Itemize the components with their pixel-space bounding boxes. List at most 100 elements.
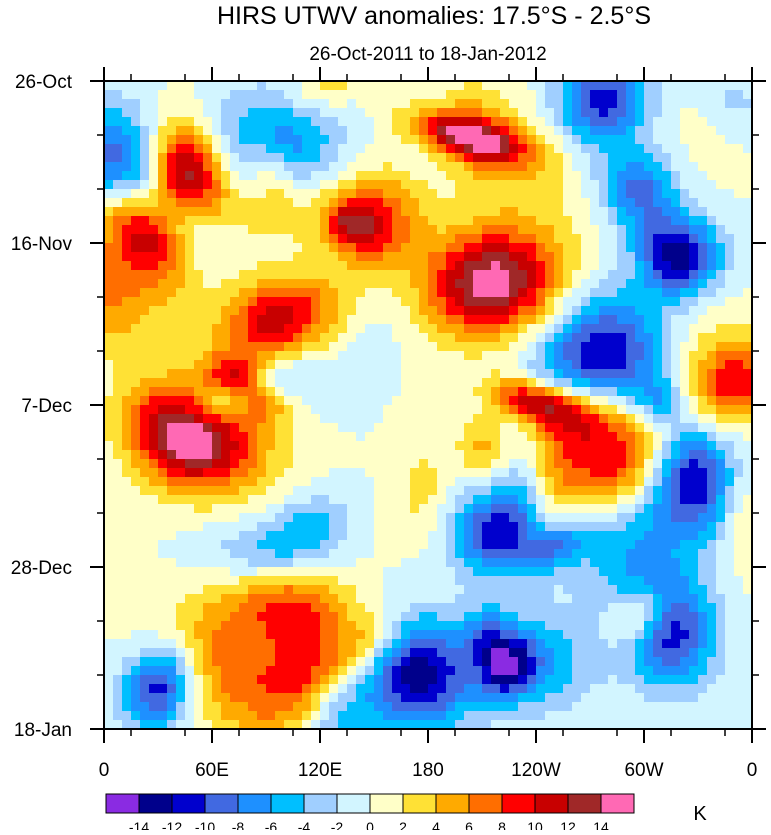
field-cell — [410, 495, 420, 505]
field-cell — [626, 567, 636, 577]
field-cell — [302, 342, 312, 352]
field-cell — [554, 378, 564, 388]
field-cell — [176, 351, 186, 361]
field-cell — [239, 162, 249, 172]
field-cell — [212, 441, 222, 451]
field-cell — [590, 225, 600, 235]
field-cell — [266, 225, 276, 235]
field-cell — [338, 693, 348, 703]
field-cell — [734, 81, 744, 91]
field-cell — [608, 198, 618, 208]
field-cell — [500, 108, 510, 118]
field-cell — [185, 108, 195, 118]
field-cell — [194, 594, 204, 604]
field-cell — [707, 657, 717, 667]
field-cell — [239, 387, 249, 397]
field-cell — [140, 405, 150, 415]
field-cell — [293, 189, 303, 199]
field-cell — [536, 504, 546, 514]
field-cell — [680, 639, 690, 649]
field-cell — [131, 198, 141, 208]
field-cell — [455, 405, 465, 415]
field-cell — [113, 531, 123, 541]
field-cell — [149, 477, 159, 487]
field-cell — [266, 207, 276, 217]
field-cell — [626, 261, 636, 271]
field-cell — [590, 567, 600, 577]
field-cell — [194, 324, 204, 334]
field-cell — [563, 360, 573, 370]
field-cell — [554, 603, 564, 613]
field-cell — [491, 477, 501, 487]
field-cell — [248, 144, 258, 154]
field-cell — [698, 207, 708, 217]
field-cell — [320, 675, 330, 685]
field-cell — [284, 630, 294, 640]
field-cell — [635, 513, 645, 523]
field-cell — [347, 360, 357, 370]
field-cell — [536, 558, 546, 568]
field-cell — [257, 441, 267, 451]
field-cell — [689, 279, 699, 289]
field-cell — [365, 603, 375, 613]
field-cell — [401, 297, 411, 307]
field-cell — [212, 603, 222, 613]
field-cell — [581, 144, 591, 154]
field-cell — [491, 279, 501, 289]
field-cell — [491, 441, 501, 451]
field-cell — [122, 684, 132, 694]
field-cell — [590, 495, 600, 505]
field-cell — [113, 612, 123, 622]
field-cell — [671, 684, 681, 694]
field-cell — [383, 558, 393, 568]
field-cell — [410, 540, 420, 550]
field-cell — [635, 81, 645, 91]
field-cell — [626, 414, 636, 424]
field-cell — [158, 603, 168, 613]
field-cell — [104, 387, 114, 397]
field-cell — [185, 342, 195, 352]
field-cell — [716, 648, 726, 658]
field-cell — [239, 531, 249, 541]
field-cell — [257, 378, 267, 388]
field-cell — [248, 135, 258, 145]
field-cell — [446, 297, 456, 307]
field-cell — [176, 162, 186, 172]
field-cell — [644, 612, 654, 622]
field-cell — [446, 198, 456, 208]
field-cell — [446, 387, 456, 397]
field-cell — [329, 243, 339, 253]
field-cell — [266, 180, 276, 190]
field-cell — [590, 288, 600, 298]
field-cell — [581, 315, 591, 325]
field-cell — [662, 81, 672, 91]
field-cell — [131, 702, 141, 712]
field-cell — [734, 504, 744, 514]
field-cell — [410, 117, 420, 127]
field-cell — [500, 81, 510, 91]
field-cell — [230, 531, 240, 541]
field-cell — [401, 675, 411, 685]
field-cell — [158, 243, 168, 253]
field-cell — [545, 369, 555, 379]
field-cell — [113, 558, 123, 568]
field-cell — [122, 279, 132, 289]
field-cell — [554, 261, 564, 271]
field-cell — [122, 648, 132, 658]
field-cell — [500, 522, 510, 532]
field-cell — [743, 513, 752, 523]
field-cell — [698, 225, 708, 235]
field-cell — [608, 684, 618, 694]
field-cell — [509, 495, 519, 505]
field-cell — [662, 378, 672, 388]
field-cell — [680, 279, 690, 289]
field-cell — [383, 441, 393, 451]
field-cell — [185, 693, 195, 703]
field-cell — [716, 567, 726, 577]
field-cell — [455, 297, 465, 307]
field-cell — [212, 243, 222, 253]
field-cell — [716, 468, 726, 478]
field-cell — [734, 423, 744, 433]
field-cell — [581, 333, 591, 343]
field-cell — [635, 288, 645, 298]
